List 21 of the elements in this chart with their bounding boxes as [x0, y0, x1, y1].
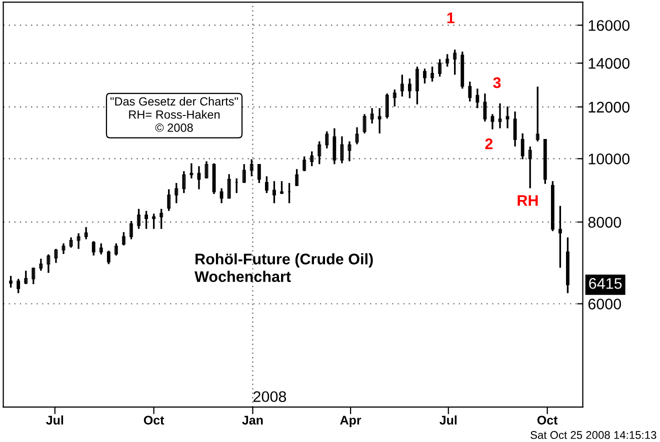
- x-tick-label: Apr: [340, 416, 362, 428]
- annotation: "Das Gesetz der Charts" RH= Ross-Haken © 2008: [110, 96, 238, 132]
- x-tick-label: Jul: [46, 415, 64, 425]
- annotation: 2: [485, 138, 493, 150]
- text: Rohöl-Future (Crude Oil) Wochenchart: [194, 253, 373, 282]
- annotation: RH: [518, 195, 538, 206]
- y-tick-label: 14000: [588, 58, 630, 69]
- x-tick-label: Jul: [440, 415, 457, 425]
- ref-line-label: 2008: [253, 391, 286, 402]
- x-tick-label: Oct: [537, 416, 558, 425]
- x-tick-label: Jan: [242, 416, 263, 425]
- y-tick-label: 8000: [588, 216, 622, 228]
- y-tick-label: 10000: [588, 154, 630, 164]
- text: Sat Oct 25 2008 14:15:13: [530, 431, 656, 439]
- y-tick-label: 12000: [588, 102, 630, 113]
- text: 6415: [589, 278, 622, 289]
- annotation: 1: [447, 12, 454, 24]
- y-tick-label: 6000: [588, 298, 622, 310]
- x-tick-label: Oct: [144, 416, 164, 425]
- annotation: 3: [493, 77, 501, 88]
- y-tick-label: 16000: [588, 20, 630, 31]
